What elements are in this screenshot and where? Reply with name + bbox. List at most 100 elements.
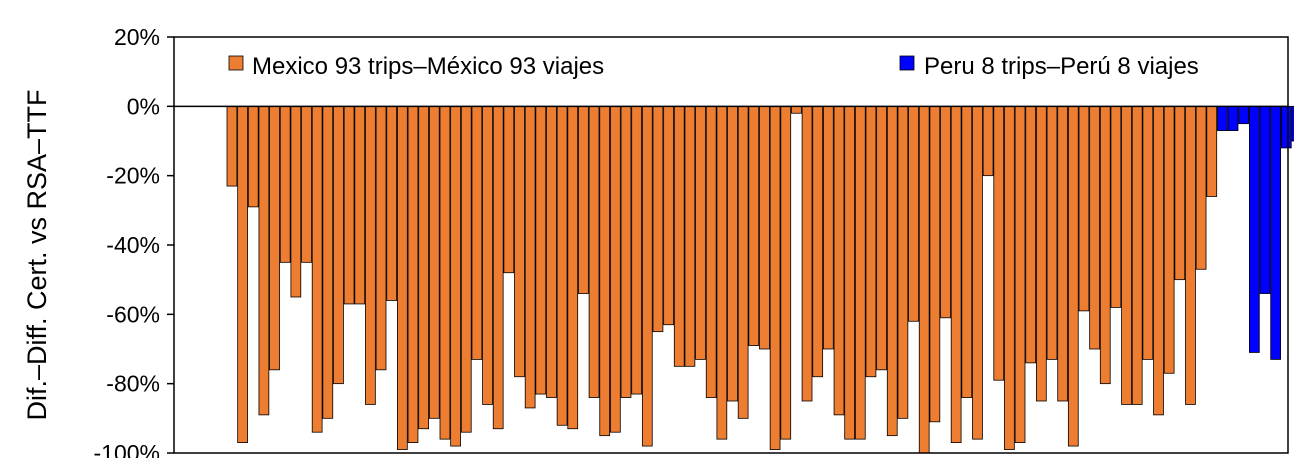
mexico-bar bbox=[333, 105, 344, 385]
mexico-bar bbox=[1195, 105, 1207, 270]
mexico-bar bbox=[801, 105, 813, 402]
mexico-bar bbox=[1046, 105, 1058, 360]
mexico-bar bbox=[578, 105, 589, 294]
mexico-bar bbox=[610, 105, 621, 433]
mexico-bar bbox=[1025, 105, 1037, 364]
mexico-bar bbox=[471, 105, 483, 360]
mexico-bar bbox=[450, 105, 461, 447]
mexico-bar bbox=[961, 105, 973, 398]
mexico-bar bbox=[311, 105, 323, 433]
mexico-bar bbox=[482, 105, 493, 405]
mexico-bar bbox=[301, 105, 312, 263]
legend-swatch-mexico bbox=[228, 55, 244, 71]
legend-swatch-peru bbox=[899, 55, 915, 71]
mexico-bar bbox=[343, 105, 355, 305]
mexico-bar bbox=[258, 105, 270, 416]
legend: Mexico 93 trips–México 93 viajes Peru 8 … bbox=[228, 53, 1199, 80]
y-tick-label: -60% bbox=[106, 301, 160, 327]
y-tick-label: -80% bbox=[106, 371, 160, 397]
mexico-bar bbox=[663, 105, 674, 326]
mexico-bar bbox=[716, 105, 728, 440]
mexico-bar bbox=[567, 105, 579, 430]
y-tick-label: -20% bbox=[106, 163, 160, 189]
peru-bars bbox=[1217, 105, 1294, 360]
mexico-bar bbox=[854, 105, 866, 440]
mexico-bar bbox=[365, 105, 376, 405]
mexico-bar bbox=[290, 105, 302, 298]
mexico-bar bbox=[780, 105, 792, 440]
mexico-bar bbox=[769, 105, 781, 450]
mexico-bar bbox=[439, 105, 451, 440]
mexico-bar bbox=[386, 105, 398, 301]
mexico-bars bbox=[226, 105, 1218, 454]
mexico-bar bbox=[492, 105, 504, 430]
mexico-bar bbox=[812, 105, 824, 378]
peru-bar bbox=[1227, 105, 1239, 132]
mexico-bar bbox=[1110, 105, 1122, 308]
mexico-bar bbox=[599, 105, 611, 437]
peru-bar bbox=[1280, 105, 1292, 149]
mexico-bar bbox=[833, 105, 845, 416]
mexico-bar bbox=[418, 105, 430, 430]
peru-bar bbox=[1238, 105, 1250, 125]
mexico-bar bbox=[791, 105, 802, 114]
peru-bar bbox=[1259, 105, 1271, 294]
mexico-bar bbox=[940, 105, 951, 319]
mexico-bar bbox=[759, 105, 770, 350]
mexico-bar bbox=[897, 105, 909, 419]
mexico-bar bbox=[407, 105, 419, 443]
mexico-bar bbox=[972, 105, 983, 440]
mexico-bar bbox=[844, 105, 856, 440]
mexico-bar bbox=[684, 105, 696, 367]
peru-bar bbox=[1249, 105, 1260, 353]
mexico-bar bbox=[1078, 105, 1090, 312]
mexico-bar bbox=[950, 105, 962, 443]
mexico-bar bbox=[727, 105, 738, 402]
mexico-bar bbox=[375, 105, 387, 371]
mexico-bar bbox=[673, 105, 685, 367]
legend-label-peru: Peru 8 trips–Perú 8 viajes bbox=[924, 53, 1199, 80]
mexico-bar bbox=[535, 105, 547, 395]
mexico-bar bbox=[546, 105, 557, 398]
mexico-bar bbox=[1121, 105, 1132, 405]
mexico-bar bbox=[1004, 105, 1015, 450]
legend-label-mexico: Mexico 93 trips–México 93 viajes bbox=[252, 53, 604, 80]
mexico-bar bbox=[918, 105, 930, 454]
mexico-bar bbox=[354, 105, 366, 305]
mexico-bar bbox=[1163, 105, 1175, 374]
mexico-bar bbox=[226, 105, 238, 187]
mexico-bar bbox=[1206, 105, 1218, 197]
mexico-bar bbox=[705, 105, 717, 398]
mexico-bar bbox=[1057, 105, 1068, 402]
mexico-bar bbox=[823, 105, 834, 350]
mexico-bar bbox=[876, 105, 887, 371]
y-axis-label: Dif.–Diff. Cert. vs RSA–TTF bbox=[22, 89, 52, 420]
mexico-bar bbox=[460, 105, 472, 433]
mexico-bar bbox=[1185, 105, 1196, 405]
mexico-bar bbox=[748, 105, 760, 346]
peru-bar bbox=[1217, 105, 1228, 132]
mexico-bar bbox=[514, 105, 525, 378]
mexico-bar bbox=[322, 105, 334, 419]
peru-bar bbox=[1291, 105, 1294, 142]
mexico-bar bbox=[695, 105, 706, 360]
mexico-bar bbox=[737, 105, 749, 419]
mexico-bar bbox=[588, 105, 600, 398]
mexico-bar bbox=[524, 105, 536, 409]
mexico-bar bbox=[929, 105, 941, 423]
mexico-bar bbox=[269, 105, 280, 371]
mexico-bar bbox=[865, 105, 877, 378]
mexico-bar bbox=[1089, 105, 1100, 350]
mexico-bar bbox=[631, 105, 643, 395]
mexico-bar bbox=[247, 105, 259, 208]
y-tick-label: -100% bbox=[94, 440, 160, 458]
mexico-bar bbox=[1142, 105, 1154, 360]
mexico-bar bbox=[652, 105, 664, 333]
mexico-bar bbox=[1174, 105, 1186, 281]
y-tick-label: 20% bbox=[114, 24, 160, 50]
mexico-bar bbox=[1067, 105, 1079, 447]
mexico-bar bbox=[993, 105, 1005, 381]
peru-bar bbox=[1270, 105, 1281, 360]
mexico-bar bbox=[1036, 105, 1047, 402]
